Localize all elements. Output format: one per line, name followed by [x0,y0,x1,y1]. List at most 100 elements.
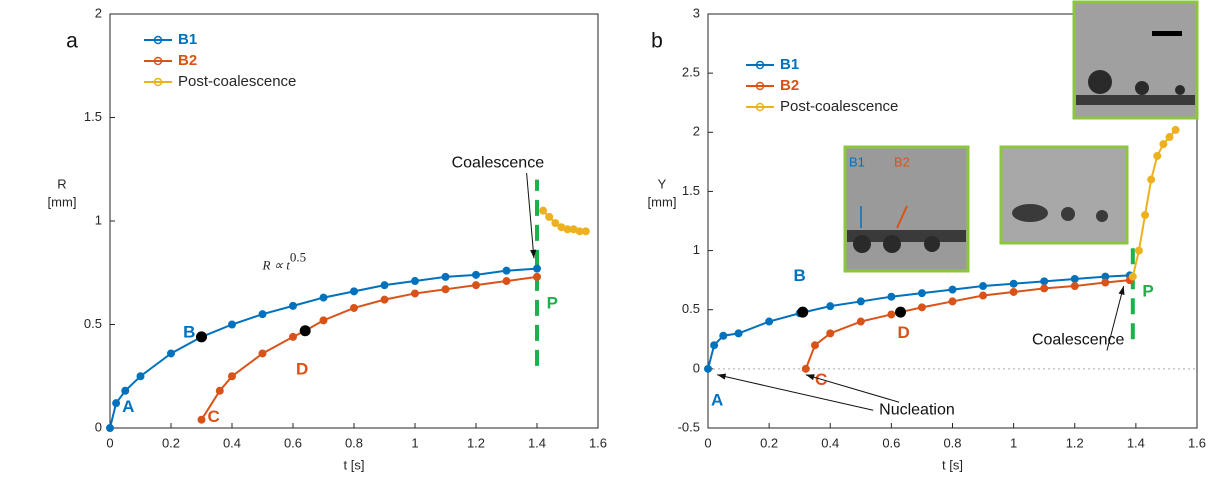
inset-arrow [896,205,908,229]
data-point [411,289,419,298]
data-point [1009,279,1018,288]
x-axis-label: t [s] [942,457,963,472]
insets [843,0,1199,273]
x-axis-label: t [s] [344,457,365,472]
data-point [979,282,988,291]
arrow-head [1118,286,1125,296]
data-point [472,270,480,279]
data-point [801,364,810,373]
annotation: Coalescence [1032,332,1125,349]
data-point [441,285,450,294]
inset-drop [853,235,871,253]
data-point [215,386,224,395]
legend-label: B1 [178,31,197,48]
data-point [1147,175,1156,184]
series-line [200,275,538,421]
y-axis-label: [mm] [648,194,677,209]
y-tick-label: 1 [95,212,102,227]
data-point [1070,274,1079,283]
inset-drop [1135,81,1149,95]
series-line [109,267,538,429]
x-tick-label: 0 [704,435,711,450]
data-point [1165,133,1174,142]
annotation: Coalescence [452,154,545,171]
data-point [289,301,297,310]
legend-label: B2 [780,77,799,94]
data-point [380,281,389,290]
inset-drop [1175,85,1185,95]
scale-bar [1152,31,1182,36]
y-tick-label: -0.5 [678,419,700,434]
inset-drop [1012,204,1048,222]
data-point [1040,277,1049,286]
data-point [1040,284,1049,293]
x-tick-label: 1.2 [1066,435,1084,450]
formula-exponent: 0.5 [290,250,306,265]
data-point [887,310,896,319]
data-point [197,415,206,424]
data-point [765,317,774,326]
x-tick-label: 0.8 [345,435,363,450]
x-tick-label: 1.2 [467,435,485,450]
data-point [1159,140,1168,149]
annotation: A [711,390,723,409]
y-tick-label: 1.5 [84,109,102,124]
y-tick-label: 1 [693,242,700,257]
data-point [810,341,819,350]
x-tick-label: 1 [1010,435,1017,450]
data-point [710,341,719,350]
series-line [1131,129,1177,277]
data-point [319,316,328,325]
data-point [1009,287,1018,296]
data-point [545,212,554,221]
x-tick-label: 1.4 [1127,435,1145,450]
annotation: P [1142,281,1153,300]
annotation: A [122,397,134,416]
inset-label: B1 [849,154,865,169]
data-point [533,272,541,281]
data-point [704,364,712,373]
x-tick-label: 0.4 [821,435,839,450]
legend-label: B2 [178,52,197,69]
formula-text: R ∝ t [262,258,291,273]
x-tick-label: 0.8 [943,435,961,450]
y-axis-label: Y [658,176,667,191]
inset-drop [883,235,901,253]
data-point [1101,278,1110,287]
data-point [1171,125,1180,134]
x-tick-label: 1.6 [589,435,607,450]
data-point [258,310,267,319]
chart: 0 0.2 0.4 0.6 0.8 1 1.2 1.4 1.6 0 0.5 1 1.5 2 t [s] R [m… [48,5,607,472]
legend-marker [153,35,163,45]
highlight-point [797,306,809,318]
annotation-arrow [805,374,900,403]
x-tick-label: 0 [106,435,113,450]
panel-label: a [66,30,78,53]
x-tick-label: 1.4 [528,435,546,450]
inset-photo [999,145,1129,245]
arrow-head [805,374,815,381]
data-point [551,219,560,228]
data-point [350,287,358,296]
data-point [719,331,728,340]
legend-marker [755,60,765,70]
data-point [856,297,865,306]
annotation: C [208,407,220,426]
data-point [887,292,896,301]
inset-drop [924,236,940,252]
data-point [979,291,988,300]
highlight-point [895,306,907,318]
data-point [1153,151,1162,160]
y-tick-label: 2 [693,124,700,139]
data-point [258,349,267,358]
x-tick-label: 1.6 [1188,435,1206,450]
data-point [826,329,835,338]
inset-substrate [1076,95,1195,105]
data-point [1141,211,1150,220]
x-tick-label: 0.6 [284,435,302,450]
data-point [289,332,297,341]
y-tick-label: 0 [693,360,700,375]
data-point [350,303,358,312]
annotation: B [794,266,806,285]
data-point [1134,246,1143,255]
